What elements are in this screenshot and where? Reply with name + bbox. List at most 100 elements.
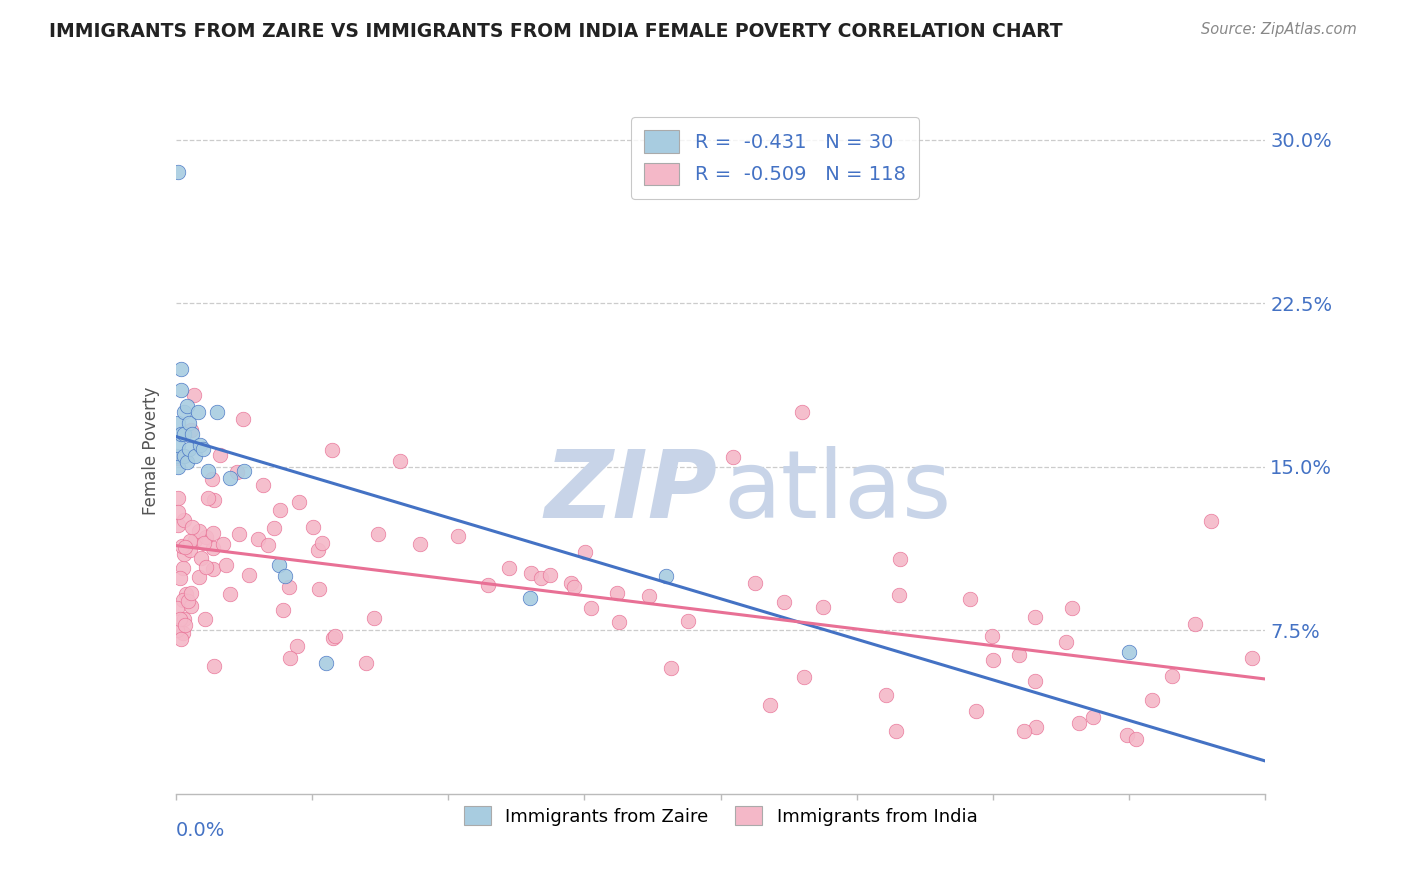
Point — [180, 599, 202, 613]
Point — [388, 454, 411, 468]
Point — [167, 450, 190, 465]
Point — [218, 587, 240, 601]
Point — [170, 632, 193, 646]
Point — [811, 599, 834, 614]
Point — [173, 540, 195, 554]
Point — [256, 538, 278, 552]
Point — [1140, 693, 1163, 707]
Point — [519, 591, 541, 605]
Point — [1024, 673, 1046, 688]
Point — [981, 629, 1004, 643]
Text: ZIP: ZIP — [544, 446, 717, 538]
Y-axis label: Female Poverty: Female Poverty — [142, 386, 160, 515]
Point — [744, 576, 766, 591]
Point — [1014, 723, 1036, 738]
Point — [173, 427, 195, 442]
Point — [188, 570, 211, 584]
Point — [173, 547, 195, 561]
Point — [321, 442, 343, 457]
Point — [1025, 720, 1047, 734]
Point — [287, 494, 309, 508]
Point — [1199, 514, 1222, 528]
Point — [520, 566, 543, 581]
Point — [562, 581, 585, 595]
Point — [209, 448, 232, 462]
Point — [180, 423, 202, 437]
Point — [1069, 716, 1091, 731]
Point — [1116, 727, 1139, 741]
Point — [187, 524, 209, 538]
Point — [183, 388, 205, 402]
Point — [167, 438, 190, 452]
Point — [165, 449, 187, 463]
Point — [173, 405, 195, 419]
Point — [1081, 710, 1104, 724]
Text: 0.0%: 0.0% — [176, 822, 225, 840]
Point — [179, 416, 201, 430]
Text: IMMIGRANTS FROM ZAIRE VS IMMIGRANTS FROM INDIA FEMALE POVERTY CORRELATION CHART: IMMIGRANTS FROM ZAIRE VS IMMIGRANTS FROM… — [49, 22, 1063, 41]
Point — [167, 459, 190, 474]
Point — [638, 589, 661, 603]
Point — [498, 560, 520, 574]
Point — [232, 464, 254, 478]
Point — [173, 449, 195, 463]
Point — [188, 438, 211, 452]
Point — [180, 520, 202, 534]
Point — [285, 639, 308, 653]
Point — [246, 532, 269, 546]
Point — [308, 582, 330, 597]
Point — [169, 571, 191, 585]
Point — [887, 588, 910, 602]
Point — [166, 601, 188, 615]
Point — [179, 534, 201, 549]
Point — [759, 698, 782, 712]
Point — [981, 653, 1004, 667]
Point — [202, 561, 225, 575]
Point — [166, 504, 188, 518]
Point — [1184, 616, 1206, 631]
Point — [170, 384, 193, 398]
Point — [212, 537, 235, 551]
Point — [205, 405, 228, 419]
Point — [409, 537, 432, 551]
Point — [280, 650, 302, 665]
Point — [191, 442, 214, 457]
Point — [202, 541, 225, 556]
Point — [269, 503, 291, 517]
Point — [884, 724, 907, 739]
Point — [172, 626, 194, 640]
Point — [579, 600, 602, 615]
Point — [190, 551, 212, 566]
Point — [173, 612, 195, 626]
Point — [889, 551, 911, 566]
Point — [607, 615, 630, 629]
Point — [184, 449, 207, 463]
Point — [323, 629, 346, 643]
Point — [170, 361, 193, 376]
Point — [959, 591, 981, 606]
Point — [252, 478, 274, 492]
Point — [184, 533, 207, 547]
Legend: Immigrants from Zaire, Immigrants from India: Immigrants from Zaire, Immigrants from I… — [457, 799, 984, 833]
Point — [194, 560, 217, 574]
Point — [176, 455, 198, 469]
Point — [308, 542, 330, 557]
Point — [167, 518, 190, 533]
Point — [263, 521, 285, 535]
Point — [173, 618, 195, 632]
Point — [792, 405, 814, 419]
Point — [194, 612, 217, 626]
Point — [354, 656, 377, 670]
Point — [363, 611, 385, 625]
Point — [1125, 731, 1147, 746]
Point — [538, 568, 561, 582]
Point — [278, 580, 301, 594]
Point — [1241, 651, 1264, 665]
Point — [166, 623, 188, 637]
Point — [172, 592, 194, 607]
Point — [195, 530, 218, 544]
Point — [204, 658, 226, 673]
Point — [322, 632, 344, 646]
Point — [315, 656, 337, 670]
Point — [166, 491, 188, 505]
